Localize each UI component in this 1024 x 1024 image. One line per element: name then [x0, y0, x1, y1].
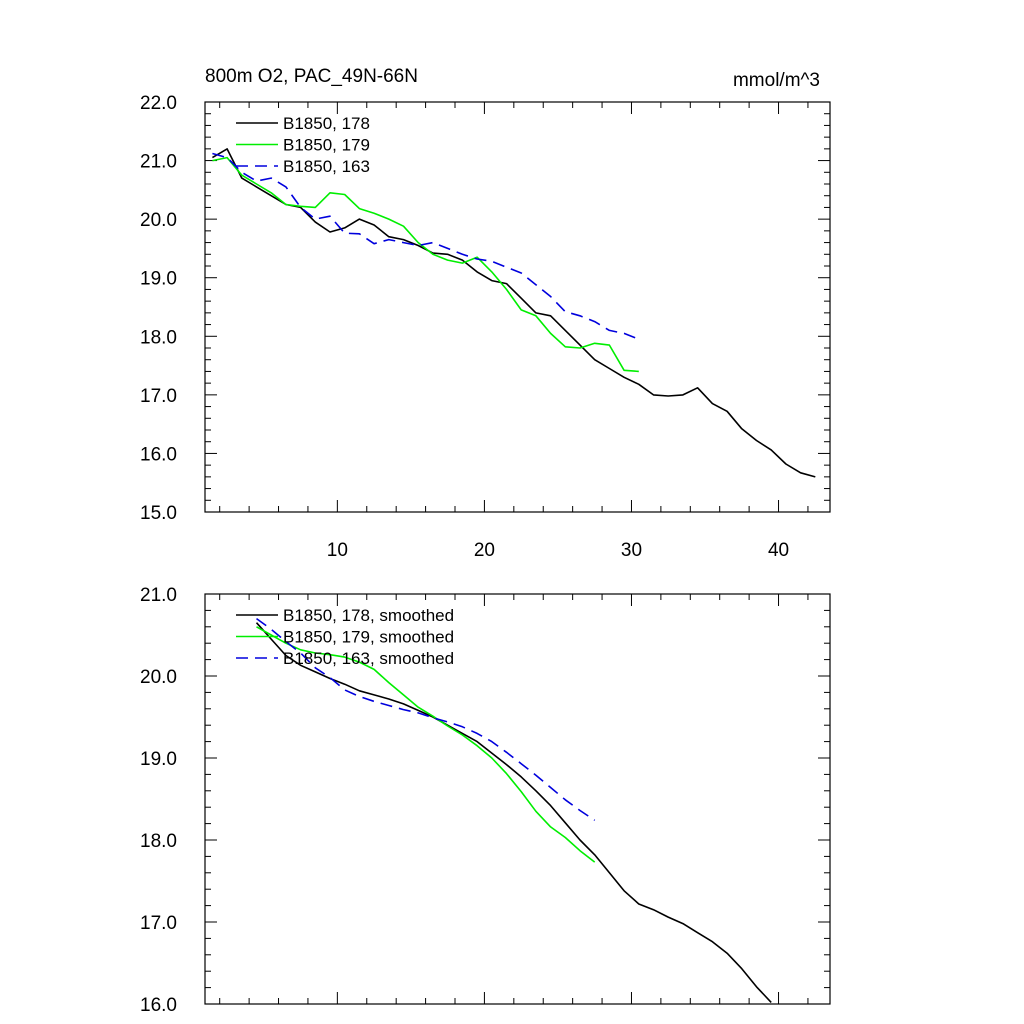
legend-label-2: B1850, 163, smoothed	[283, 649, 454, 668]
y-tick-label: 17.0	[140, 386, 177, 407]
legend-label-1: B1850, 179, smoothed	[283, 628, 454, 647]
series-line-0	[211, 148, 816, 478]
series-line-1	[256, 626, 596, 863]
y-tick-label: 15.0	[140, 503, 177, 524]
legend-label-0: B1850, 178	[283, 114, 370, 133]
x-tick-label: 20	[474, 540, 495, 561]
y-tick-label: 16.0	[140, 995, 177, 1016]
y-tick-label: 17.0	[140, 913, 177, 934]
legend-label-0: B1850, 178, smoothed	[283, 606, 454, 625]
series-line-0	[255, 622, 772, 1003]
y-tick-label: 20.0	[140, 667, 177, 688]
units-label: mmol/m^3	[733, 70, 820, 91]
y-tick-label: 19.0	[140, 749, 177, 770]
y-tick-label: 19.0	[140, 269, 177, 290]
y-tick-label: 20.0	[140, 210, 177, 231]
series-line-1	[212, 156, 639, 373]
series-line-2	[212, 152, 640, 340]
x-tick-label: 10	[327, 540, 348, 561]
y-tick-label: 21.0	[140, 152, 177, 173]
top-panel: 800m O2, PAC_49N-66N mmol/m^3 10 20 30 40 15…	[140, 66, 831, 561]
series-line-2	[256, 617, 596, 821]
y-tick-label: 22.0	[140, 93, 177, 114]
y-tick-label: 21.0	[140, 585, 177, 606]
y-tick-label: 18.0	[140, 831, 177, 852]
bottom-panel: 16.0 17.0 18.0 19.0 20.0 21.0 B1850, 178, smo…	[140, 585, 831, 1016]
y-tick-label: 16.0	[140, 444, 177, 465]
plot-frame	[204, 101, 831, 513]
x-tick-label: 40	[768, 540, 789, 561]
chart-title: 800m O2, PAC_49N-66N	[205, 66, 418, 87]
x-tick-label: 30	[621, 540, 642, 561]
plot-frame	[204, 593, 831, 1005]
legend-label-2: B1850, 163	[283, 157, 370, 176]
y-tick-label: 18.0	[140, 327, 177, 348]
legend-label-1: B1850, 179	[283, 136, 370, 155]
